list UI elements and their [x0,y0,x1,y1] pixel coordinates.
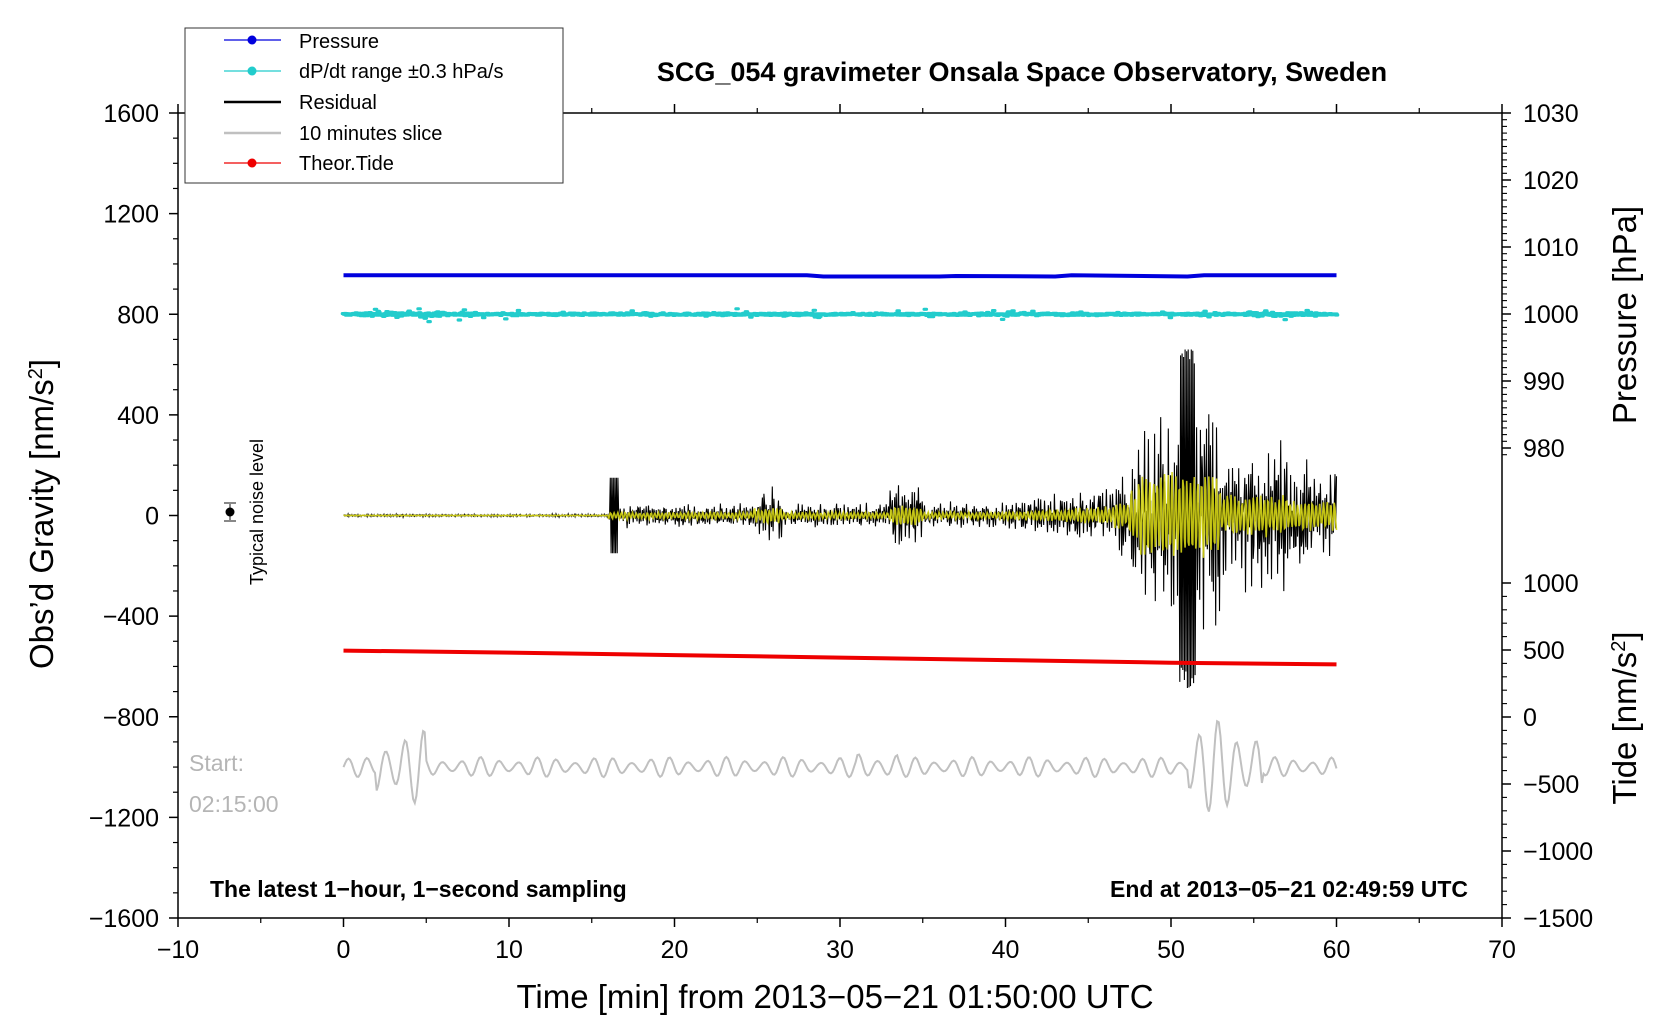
tide-axis-title-main: Tide [nm/s [1606,652,1643,805]
legend-label-tide: Theor.Tide [299,153,394,175]
x-tick-label: 30 [826,936,854,964]
left-tick-label: 400 [117,402,159,430]
tide-tick-label: −1000 [1523,838,1593,866]
pressure-tick-label: 1020 [1523,167,1579,195]
x-tick-label: 20 [661,936,689,964]
pressure-tick-label: 990 [1523,368,1565,396]
noise-dot [225,507,235,517]
left-tick-label: −400 [103,603,159,631]
left-tick-label: 1600 [103,100,159,128]
residual-slice-overlay [343,471,1338,558]
pressure-line [343,273,1337,279]
slice-start-time: 02:15:00 [189,791,279,817]
left-tick-label: −1200 [89,804,159,832]
left-tick-label: −1600 [89,905,159,933]
left-axis-title-sup: 2 [25,368,47,379]
left-tick-label: −800 [103,704,159,732]
axis-labels: −10 0 10 20 30 40 50 60 70−1600−1200−800−4000400… [89,100,1593,964]
x-tick-label: −10 [157,936,199,964]
x-tick-label: 50 [1157,936,1185,964]
x-tick-label: 0 [337,936,351,964]
footer-left-note: The latest 1−hour, 1−second sampling [210,876,627,902]
tide-line [343,648,1337,667]
pressure-axis-title: Pressure [hPa] [1606,206,1643,424]
left-axis-title: Obs’d Gravity [nm/s2] [23,359,60,669]
legend-label-residual: Residual [299,92,377,114]
legend-swatch-dot [247,66,257,76]
x-axis-title: Time [min] from 2013−05−21 01:50:00 UTC [516,978,1153,1015]
footer-right-note: End at 2013−05−21 02:49:59 UTC [1110,876,1468,902]
legend-swatch-dot [247,158,257,168]
slice-line [342,719,1338,812]
left-axis-title-main: Obs’d Gravity [nm/s [23,379,60,669]
x-tick-label: 10 [495,936,523,964]
left-tick-label: 800 [117,301,159,329]
slice-start-label: Start: [189,750,244,776]
x-tick-label: 40 [992,936,1020,964]
legend-swatch-dot [247,35,257,45]
noise-marker [224,502,236,522]
tide-axis-title: Tide [nm/s2] [1606,631,1643,804]
tide-axis-title-end: ] [1606,631,1643,640]
left-tick-label: 0 [145,503,159,531]
tide-tick-label: −500 [1523,771,1579,799]
legend-entries [224,35,281,168]
legend-box [184,27,564,184]
left-axis-title-end: ] [23,359,60,368]
left-tick-label: 1200 [103,201,159,229]
pressure-tick-label: 980 [1523,435,1565,463]
legend-label-slice: 10 minutes slice [299,123,442,145]
legend-label-dpdt: dP/dt range ±0.3 hPa/s [299,61,503,83]
legend-label-pressure: Pressure [299,31,379,53]
x-tick-label: 60 [1323,936,1351,964]
noise-label: Typical noise level [247,439,267,585]
chart-title: SCG_054 gravimeter Onsala Space Observat… [657,57,1387,87]
tide-tick-label: 0 [1523,704,1537,732]
tide-tick-label: 1000 [1523,570,1579,598]
dpdt-points [340,307,1340,324]
pressure-tick-label: 1030 [1523,100,1579,128]
x-tick-label: 70 [1488,936,1516,964]
tide-axis-title-sup: 2 [1608,641,1630,652]
legend: Pressure dP/dt range ±0.3 hPa/s Residual… [184,27,564,184]
pressure-tick-label: 1000 [1523,301,1579,329]
data-series-layer [340,273,1340,812]
pressure-tick-label: 1010 [1523,234,1579,262]
axis-ticks [169,104,1511,927]
tide-tick-label: 500 [1523,637,1565,665]
tide-tick-label: −1500 [1523,905,1593,933]
